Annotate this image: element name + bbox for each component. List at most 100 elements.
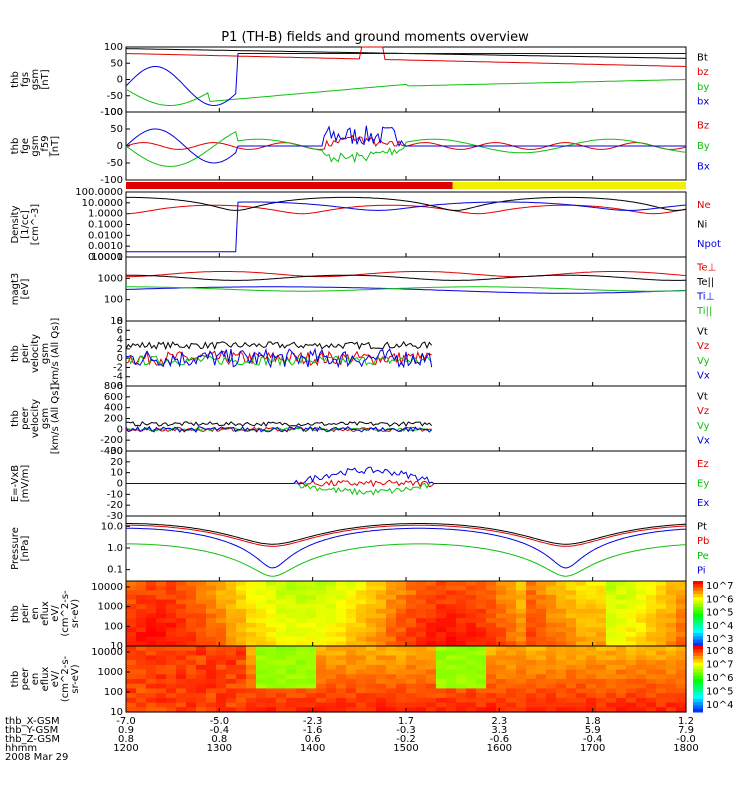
spectrogram-cell — [386, 581, 397, 587]
spectrogram-cell — [506, 641, 517, 647]
spectrogram-cell — [356, 669, 367, 675]
spectrogram-cell — [246, 707, 257, 713]
spectrogram-cell — [316, 660, 327, 666]
spectrogram-cell — [566, 650, 577, 657]
spectrogram-cell — [236, 585, 247, 591]
spectrogram-cell — [236, 590, 247, 596]
spectrogram-cell — [296, 664, 307, 671]
colorbar-cell — [693, 607, 703, 611]
spectrogram-cell — [576, 646, 587, 652]
spectrogram-cell — [186, 632, 197, 638]
spectrogram-cell — [626, 599, 637, 605]
y-tick-label: -6 — [113, 381, 123, 392]
spectrogram-cell — [236, 581, 247, 587]
spectrogram-cell — [206, 707, 217, 713]
x-axis-value: -0.2 — [396, 734, 416, 745]
spectrogram-cell — [176, 679, 187, 685]
spectrogram-cell — [566, 599, 577, 605]
spectrogram-cell — [546, 599, 557, 605]
spectrogram-cell — [666, 613, 677, 619]
spectrogram-cell — [396, 707, 407, 713]
spectrogram-cell — [416, 608, 427, 615]
spectrogram-cell — [486, 636, 497, 642]
spectrogram-cell — [216, 688, 227, 694]
spectrogram-cell — [186, 669, 197, 675]
spectrogram-cell — [216, 604, 227, 610]
spectrogram-cell — [306, 679, 317, 685]
spectrogram-cell — [656, 664, 667, 671]
spectrogram-cell — [236, 632, 247, 638]
spectrogram-cell — [256, 674, 267, 680]
spectrogram-cell — [516, 697, 527, 704]
spectrogram-cell — [126, 660, 137, 666]
colorbar-cell — [693, 685, 703, 690]
spectrogram-cell — [566, 669, 577, 675]
spectrogram-cell — [266, 693, 277, 699]
spectrogram-cell — [366, 650, 377, 657]
spectrogram-cell — [246, 669, 257, 675]
spectrogram-cell — [346, 627, 357, 633]
spectrogram-cell — [576, 632, 587, 638]
spectrogram-cell — [416, 702, 427, 708]
spectrogram-cell — [346, 650, 357, 657]
spectrogram-cell — [506, 655, 517, 661]
spectrogram-cell — [316, 632, 327, 638]
spectrogram-cell — [266, 627, 277, 633]
spectrogram-cell — [496, 618, 507, 624]
spectrogram-cell — [186, 702, 197, 708]
spectrogram-cell — [216, 618, 227, 624]
x-axis-value: 5.9 — [585, 725, 601, 736]
spectrogram-cell — [606, 697, 617, 704]
spectrogram-cell — [386, 679, 397, 685]
spectrogram-cell — [556, 594, 567, 601]
spectrogram-cell — [406, 604, 417, 610]
spectrogram-cell — [616, 581, 627, 587]
spectrogram-cell — [616, 702, 627, 708]
spectrogram-cell — [246, 627, 257, 633]
spectrogram-cell — [456, 599, 467, 605]
spectrogram-cell — [596, 581, 607, 587]
spectrogram-cell — [676, 683, 687, 690]
spectrogram-cell — [526, 688, 537, 694]
series-line-Te|| — [126, 274, 686, 281]
spectrogram-cell — [546, 697, 557, 704]
spectrogram-cell — [186, 697, 197, 704]
spectrogram-cell — [336, 664, 347, 671]
panel-ion_spec: thb peir en eflux eV/(cm^2-s-sr-eV) — [10, 580, 703, 647]
spectrogram-cell — [476, 646, 487, 652]
spectrogram-cell — [206, 660, 217, 666]
spectrogram-cell — [126, 707, 137, 713]
spectrogram-cell — [586, 608, 597, 615]
spectrogram-cell — [606, 641, 617, 647]
legend-Vx: Vx — [697, 436, 710, 447]
x-axis-value: -1.6 — [303, 725, 323, 736]
spectrogram-cell — [646, 697, 657, 704]
spectrogram-cell — [186, 693, 197, 699]
spectrogram-cell — [336, 707, 347, 713]
spectrogram-cell — [296, 688, 307, 694]
spectrogram-cell — [526, 679, 537, 685]
spectrogram-cell — [546, 646, 557, 652]
spectrogram-cell — [316, 613, 327, 619]
spectrogram-cell — [656, 622, 667, 629]
spectrogram-cell — [346, 697, 357, 704]
spectrogram-cell — [196, 683, 207, 690]
spectrogram-cell — [146, 618, 157, 624]
spectrogram-cell — [546, 594, 557, 601]
series-line-Ni — [126, 196, 687, 211]
spectrogram-cell — [436, 585, 447, 591]
spectrogram-cell — [246, 693, 257, 699]
y-axis-label: peir — [20, 343, 31, 363]
spectrogram-cell — [656, 650, 667, 657]
spectrogram-cell — [386, 594, 397, 601]
spectrogram-cell — [226, 622, 237, 629]
spectrogram-cell — [376, 627, 387, 633]
spectrogram-cell — [466, 636, 477, 642]
y-tick-label: -100 — [100, 107, 123, 118]
spectrogram-cell — [336, 669, 347, 675]
spectrogram-cell — [326, 674, 337, 680]
spectrogram-cell — [306, 581, 317, 587]
spectrogram-cell — [626, 697, 637, 704]
spectrogram-cell — [256, 594, 267, 601]
y-tick-label: 1.0 — [107, 543, 123, 554]
